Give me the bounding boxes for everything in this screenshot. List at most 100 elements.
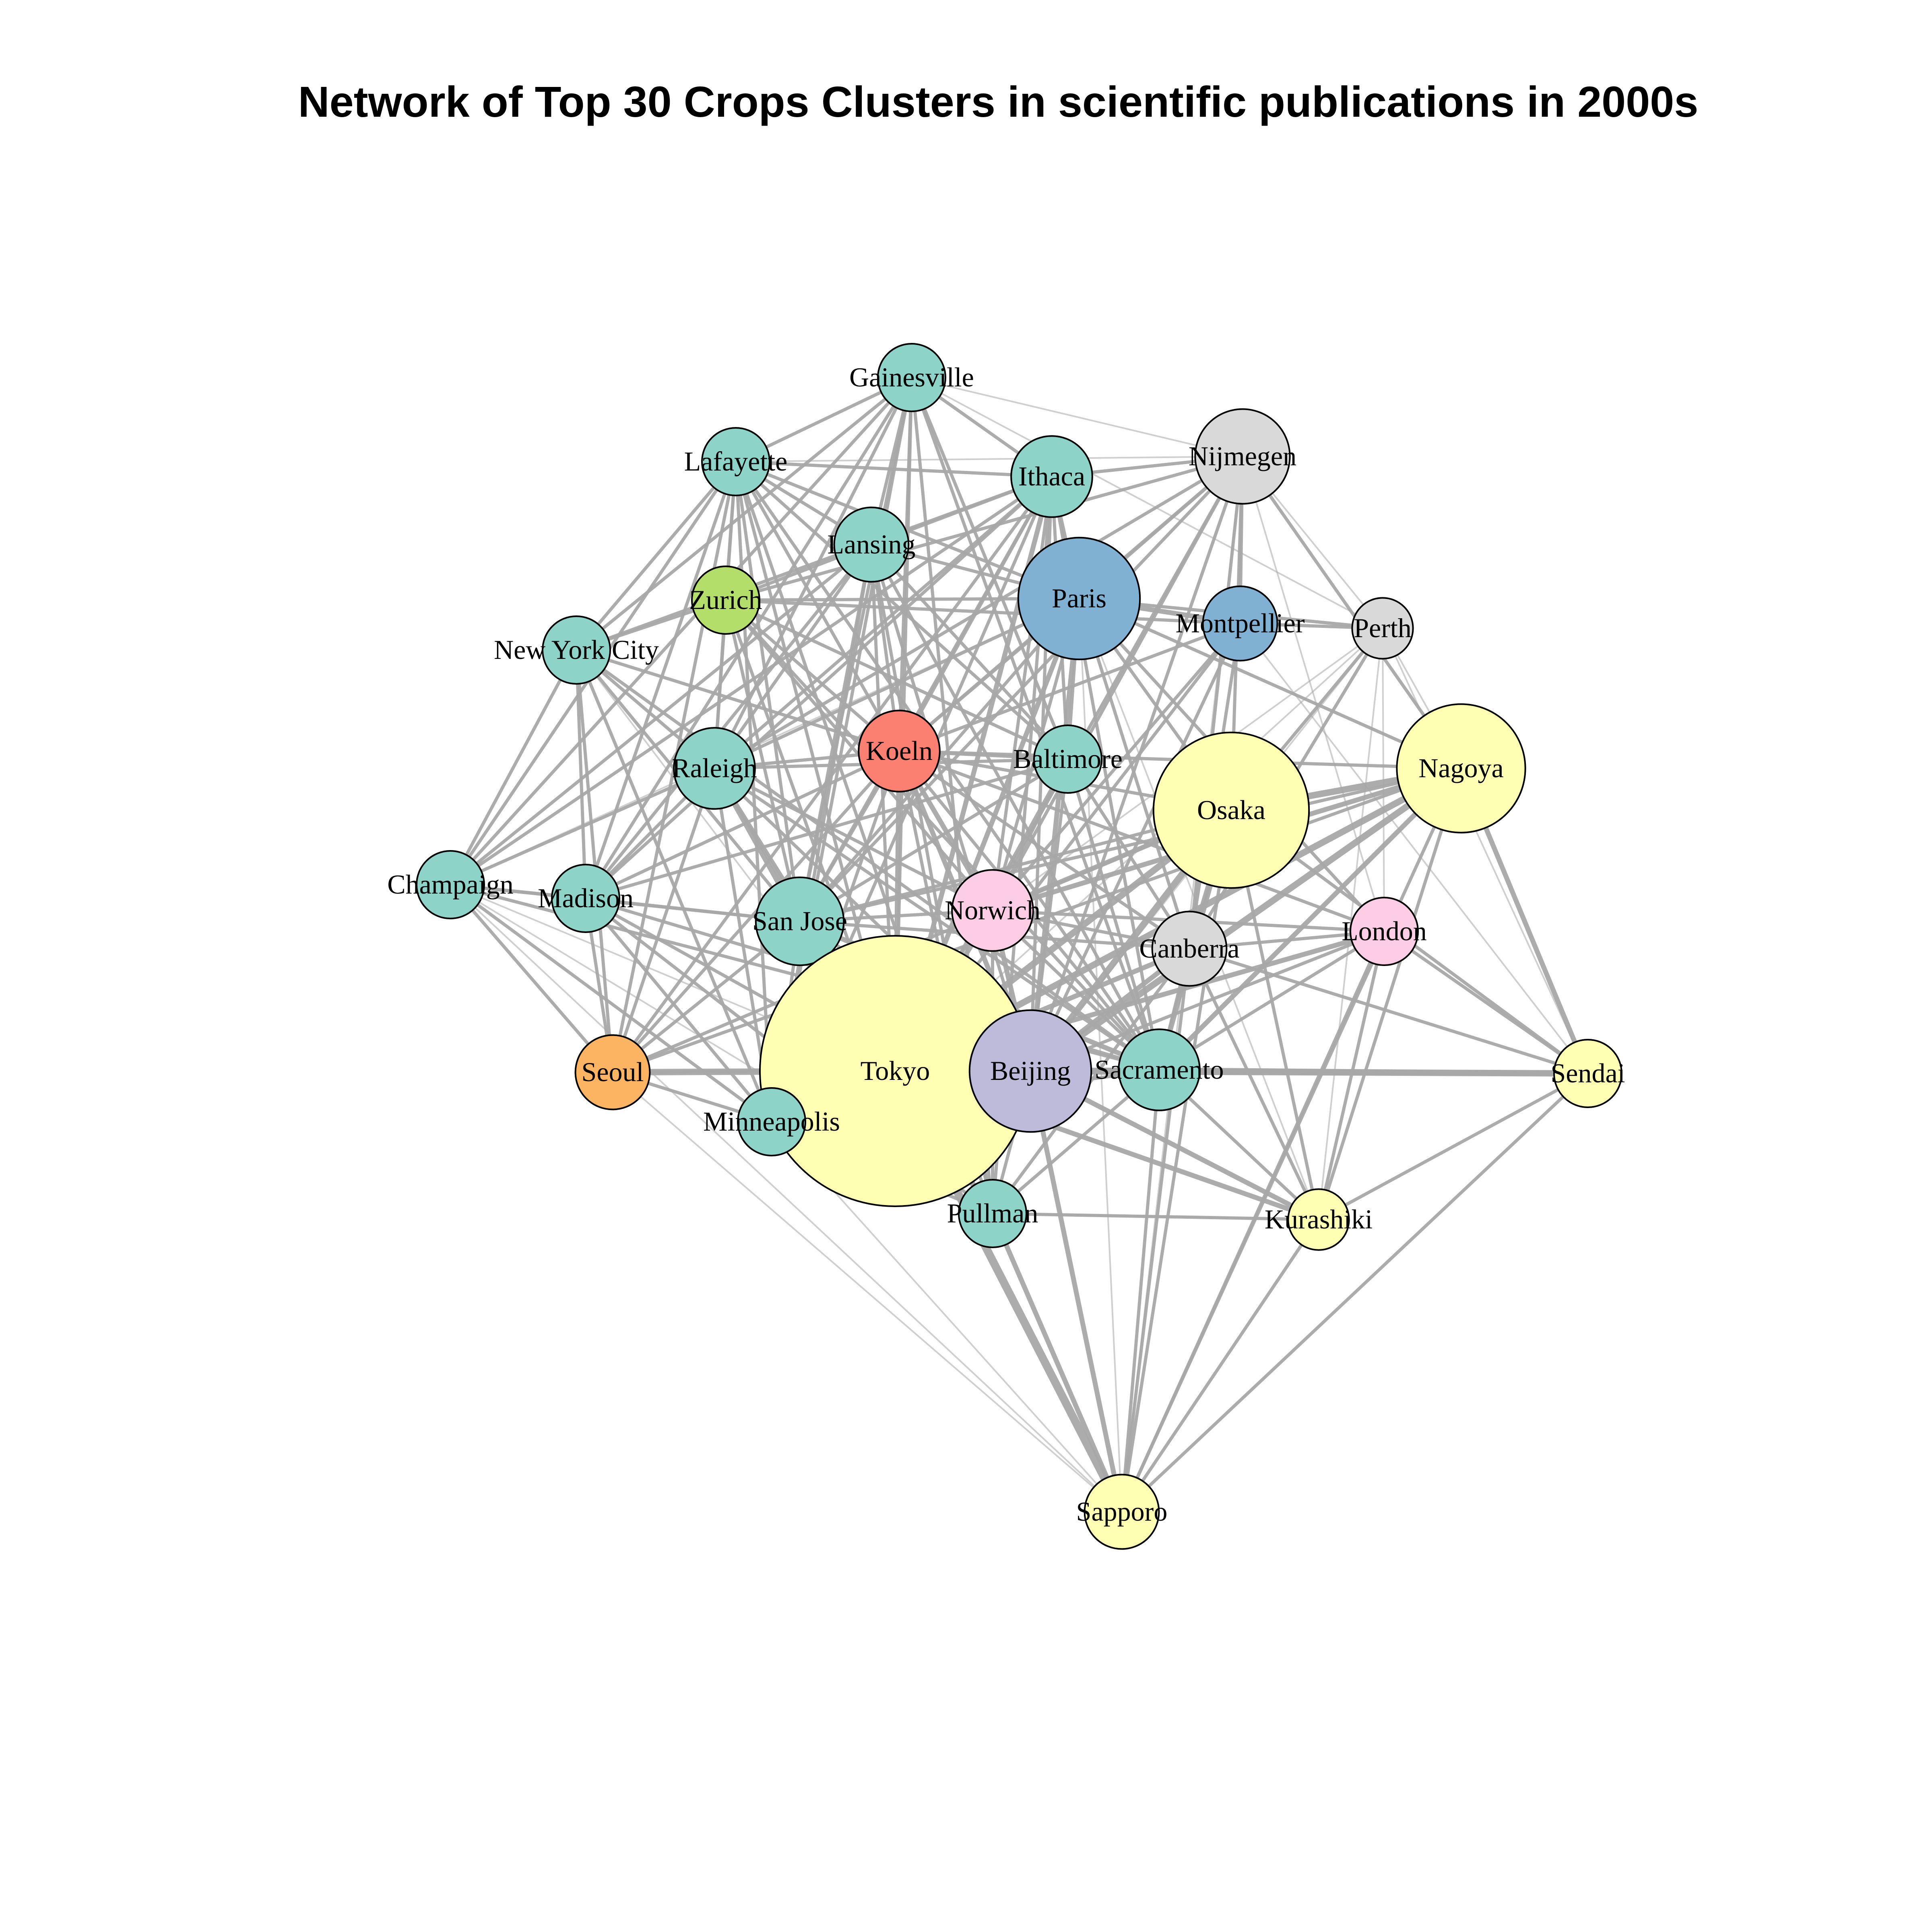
- node-beijing[interactable]: Beijing: [968, 1009, 1092, 1133]
- edge-new-york-city-madison: [575, 648, 587, 900]
- node-circle-london: [1350, 897, 1419, 966]
- edge-zurich-baltimore: [724, 599, 1069, 761]
- node-label-madison: Madison: [538, 883, 634, 913]
- node-london[interactable]: London: [1342, 897, 1427, 966]
- edge-montpellier-norwich: [991, 622, 1242, 912]
- node-madison[interactable]: Madison: [538, 864, 634, 933]
- node-ithaca[interactable]: Ithaca: [1010, 435, 1093, 518]
- node-circle-koeln: [858, 710, 941, 793]
- node-circle-raleigh: [673, 727, 756, 810]
- node-canberra[interactable]: Canberra: [1139, 910, 1240, 987]
- edge-lafayette-baltimore: [734, 460, 1069, 761]
- node-label-nijmegen: Nijmegen: [1189, 441, 1296, 471]
- node-lafayette[interactable]: Lafayette: [684, 427, 788, 496]
- edge-lansing-sacramento: [870, 543, 1161, 1071]
- node-perth[interactable]: Perth: [1351, 597, 1414, 660]
- node-label-new-york-city: New York City: [494, 634, 659, 665]
- node-label-raleigh: Raleigh: [672, 753, 757, 783]
- node-label-zurich: Zurich: [689, 584, 762, 615]
- edge-sendai-perth: [1382, 627, 1589, 1074]
- node-koeln[interactable]: Koeln: [858, 710, 941, 793]
- node-osaka[interactable]: Osaka: [1152, 731, 1310, 889]
- node-circle-nijmegen: [1194, 408, 1291, 505]
- node-tokyo[interactable]: Tokyo: [759, 935, 1031, 1207]
- node-circle-nagoya: [1396, 703, 1526, 834]
- node-label-london: London: [1342, 916, 1427, 946]
- node-label-montpellier: Montpellier: [1175, 608, 1305, 638]
- edge-new-york-city-sacramento: [575, 648, 1161, 1071]
- node-sacramento[interactable]: Sacramento: [1095, 1028, 1224, 1111]
- edge-nijmegen-london: [1242, 456, 1385, 932]
- node-label-lansing: Lansing: [827, 529, 915, 559]
- node-circle-baltimore: [1033, 724, 1102, 794]
- node-raleigh[interactable]: Raleigh: [672, 727, 757, 810]
- node-new-york-city[interactable]: New York City: [494, 615, 659, 685]
- node-pullman[interactable]: Pullman: [947, 1179, 1038, 1248]
- node-circle-pullman: [958, 1179, 1027, 1248]
- edge-gainesville-madison: [584, 376, 913, 900]
- node-nijmegen[interactable]: Nijmegen: [1189, 408, 1296, 505]
- edge-sapporo-pullman: [990, 1211, 1124, 1514]
- node-paris[interactable]: Paris: [1017, 537, 1141, 661]
- node-label-koeln: Koeln: [866, 735, 933, 766]
- node-sapporo[interactable]: Sapporo: [1076, 1474, 1168, 1550]
- edge-london-perth: [1382, 627, 1385, 932]
- node-circle-minneapolis: [737, 1087, 806, 1156]
- edge-sendai-london: [1383, 930, 1589, 1075]
- node-kurashiki[interactable]: Kurashiki: [1265, 1188, 1373, 1251]
- node-norwich[interactable]: Norwich: [945, 869, 1040, 952]
- edge-sapporo-seoul: [612, 1071, 1123, 1513]
- node-lansing[interactable]: Lansing: [827, 506, 916, 583]
- node-baltimore[interactable]: Baltimore: [1013, 724, 1123, 794]
- edge-lansing-baltimore: [870, 543, 1069, 761]
- node-circle-sapporo: [1084, 1474, 1160, 1550]
- node-label-beijing: Beijing: [990, 1055, 1071, 1086]
- edge-baltimore-san-jose: [798, 758, 1069, 923]
- edge-champaign-sapporo: [450, 884, 1123, 1513]
- edge-champaign-seoul: [449, 883, 614, 1074]
- edge-raleigh-norwich: [713, 767, 994, 912]
- edge-baltimore-sacramento: [1066, 758, 1161, 1071]
- node-label-perth: Perth: [1354, 613, 1412, 643]
- node-san-jose[interactable]: San Jose: [752, 876, 847, 966]
- node-label-lafayette: Lafayette: [684, 446, 788, 477]
- node-nagoya[interactable]: Nagoya: [1396, 703, 1526, 834]
- edge-sendai-montpellier: [1239, 623, 1589, 1074]
- node-label-champaign: Champaign: [387, 869, 514, 900]
- node-montpellier[interactable]: Montpellier: [1175, 585, 1305, 662]
- edge-raleigh-sacramento: [713, 767, 1161, 1071]
- node-label-norwich: Norwich: [945, 895, 1040, 925]
- edge-ithaca-champaign: [449, 475, 1053, 886]
- node-layer: Gainesville Lafayette Ithaca Nijmegen Lansin…: [387, 343, 1625, 1550]
- edge-zurich-san-jose: [724, 599, 801, 923]
- edge-gainesville-baltimore: [910, 376, 1069, 761]
- edge-new-york-city-koeln: [575, 648, 901, 753]
- node-label-kurashiki: Kurashiki: [1265, 1204, 1373, 1234]
- node-minneapolis[interactable]: Minneapolis: [703, 1087, 840, 1156]
- edge-sapporo-kurashiki: [1120, 1218, 1320, 1513]
- edge-lansing-champaign: [449, 543, 873, 886]
- node-label-ithaca: Ithaca: [1018, 461, 1085, 491]
- edge-gainesville-koeln: [898, 376, 913, 753]
- node-circle-ithaca: [1010, 435, 1093, 518]
- node-champaign[interactable]: Champaign: [387, 850, 514, 919]
- node-gainesville[interactable]: Gainesville: [849, 343, 974, 412]
- node-label-sapporo: Sapporo: [1076, 1496, 1168, 1527]
- edge-gainesville-nijmegen: [911, 377, 1243, 457]
- node-circle-norwich: [951, 869, 1034, 952]
- edge-zurich-montpellier: [724, 599, 1242, 625]
- node-sendai[interactable]: Sendai: [1550, 1039, 1625, 1108]
- node-label-baltimore: Baltimore: [1013, 743, 1123, 774]
- edge-kurashiki-canberra: [1188, 947, 1320, 1221]
- edge-nijmegen-lafayette: [735, 456, 1243, 462]
- edge-beijing-montpellier: [1029, 622, 1242, 1073]
- edge-madison-minneapolis: [584, 897, 773, 1123]
- edge-lafayette-madison: [584, 460, 737, 900]
- node-circle-san-jose: [755, 876, 845, 966]
- node-zurich[interactable]: Zurich: [689, 566, 762, 635]
- chart-title: Network of Top 30 Crops Clusters in scie…: [298, 77, 1699, 126]
- edge-nagoya-paris: [1077, 597, 1463, 770]
- edge-sapporo-sendai: [1120, 1072, 1589, 1513]
- node-seoul[interactable]: Seoul: [574, 1034, 651, 1110]
